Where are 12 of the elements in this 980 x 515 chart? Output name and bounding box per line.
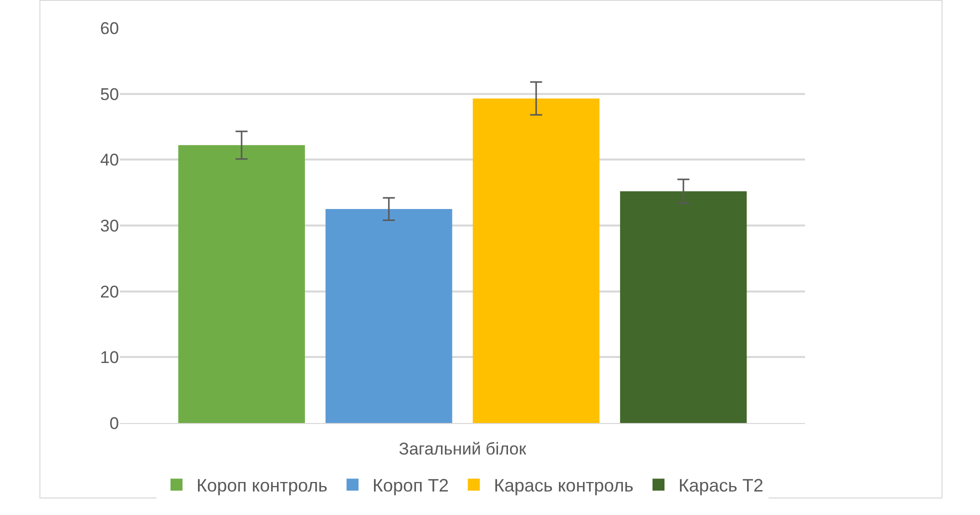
- y-tick-label: 40: [100, 150, 119, 170]
- legend-label: Карась Т2: [678, 476, 764, 496]
- y-tick-label: 20: [100, 282, 119, 302]
- y-tick-label: 0: [110, 414, 119, 433]
- y-tick-label: 30: [100, 216, 119, 236]
- y-tick-label: 50: [100, 84, 119, 104]
- legend-label: Карась контроль: [494, 476, 634, 496]
- y-tick-label: 10: [100, 348, 119, 368]
- x-tick-label: Загальний білок: [398, 439, 527, 458]
- y-tick-label: 60: [100, 18, 119, 38]
- legend-label: Короп контроль: [196, 476, 328, 496]
- legend-label: Короп Т2: [372, 476, 449, 496]
